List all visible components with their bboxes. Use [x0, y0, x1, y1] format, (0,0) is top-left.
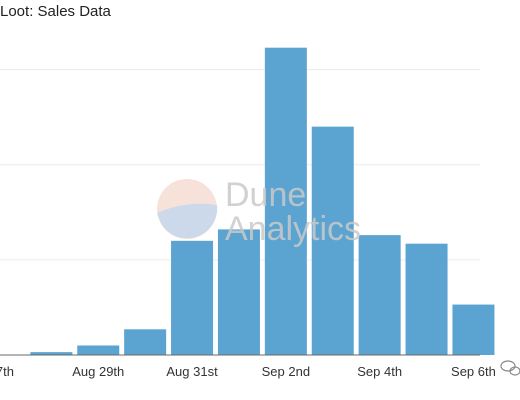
chart-title: Loot: Sales Data: [0, 3, 111, 20]
bar: [30, 352, 73, 355]
bar: [358, 235, 401, 355]
bar: [452, 304, 495, 355]
watermark-line-2: Analytics: [225, 210, 361, 248]
bar: [124, 329, 167, 355]
watermark-line-1: Dune: [225, 176, 306, 214]
x-tick-label: Sep 6th: [451, 364, 496, 379]
bar: [77, 345, 120, 355]
bar: [264, 47, 307, 356]
bar: [217, 229, 260, 355]
bar: [171, 240, 214, 355]
x-tick-label: 7th: [0, 364, 14, 379]
x-tick-label: Sep 4th: [357, 364, 402, 379]
x-tick-label: Aug 29th: [72, 364, 124, 379]
x-tick-label: Sep 2nd: [262, 364, 310, 379]
x-tick-label: Aug 31st: [166, 364, 218, 379]
bars: [30, 47, 495, 356]
chat-icon: [500, 360, 520, 376]
bar: [311, 126, 354, 356]
watermark-logo-shade: [157, 203, 218, 239]
x-tick-labels: 7th Aug 29th Aug 31st Sep 2nd Sep 4th Sep 6th: [0, 364, 496, 379]
dune-analytics-watermark: Dune Analytics: [157, 176, 361, 248]
bar: [405, 243, 448, 355]
